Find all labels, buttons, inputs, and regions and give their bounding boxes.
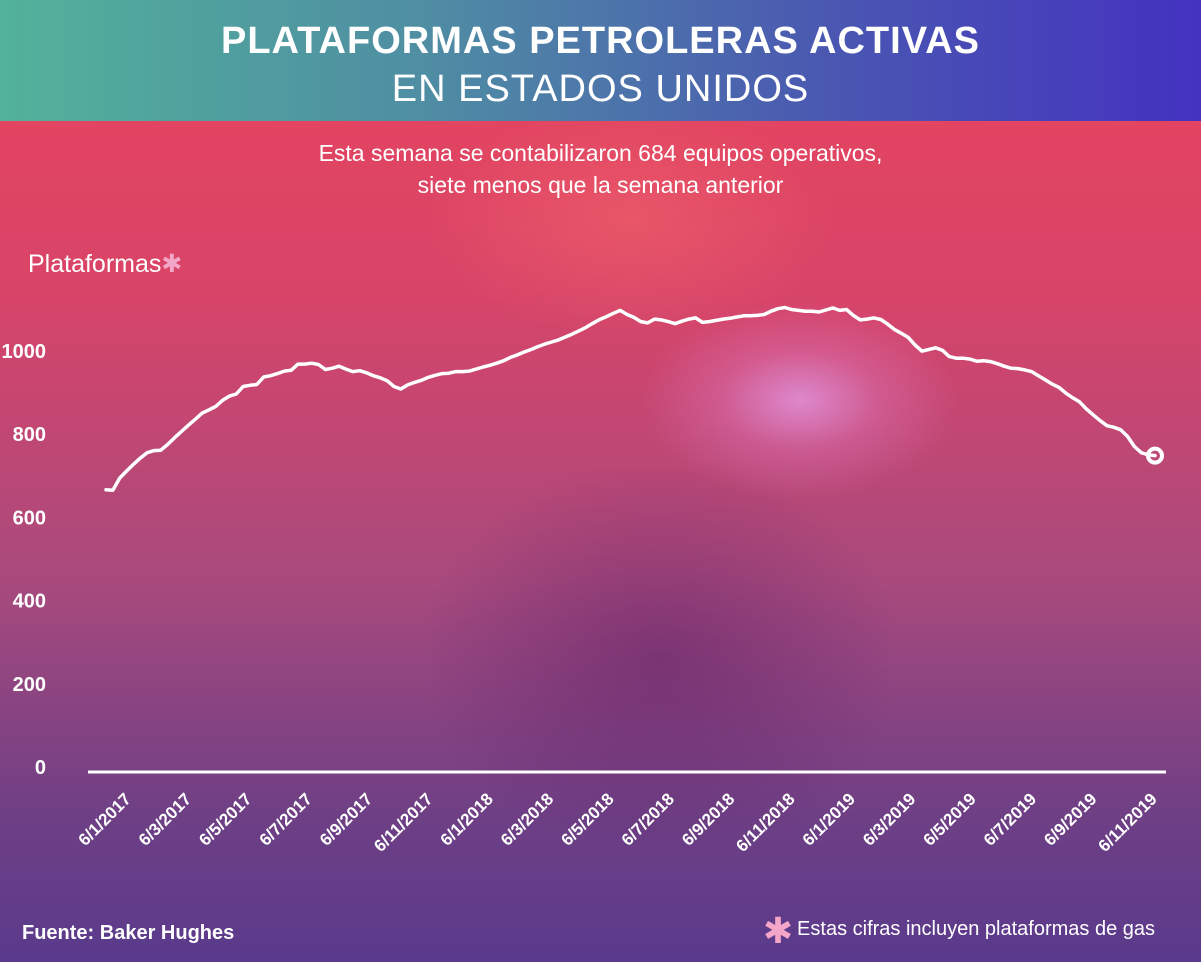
x-tick-label: 6/5/2018 bbox=[557, 789, 617, 849]
x-tick-label: 6/1/2018 bbox=[437, 789, 497, 849]
y-tick-label: 600 bbox=[13, 507, 46, 529]
chart-title-line2: EN ESTADOS UNIDOS bbox=[391, 68, 810, 110]
y-tick-label: 200 bbox=[13, 674, 46, 696]
x-tick-label: 6/7/2017 bbox=[256, 789, 316, 849]
y-tick-label: 800 bbox=[13, 424, 46, 446]
x-tick-label: 6/3/2017 bbox=[135, 789, 195, 849]
background-sun-glow bbox=[640, 300, 960, 500]
x-tick-label: 6/11/2019 bbox=[1095, 789, 1161, 855]
asterisk-icon: ✱ bbox=[161, 250, 183, 278]
x-tick-label: 6/9/2018 bbox=[678, 789, 738, 849]
y-axis-unit-label: Plataformas✱ bbox=[28, 249, 182, 279]
background-platform-shadow bbox=[430, 470, 890, 850]
x-tick-label: 6/7/2019 bbox=[980, 789, 1040, 849]
y-tick-label: 1000 bbox=[2, 341, 47, 363]
x-tick-label: 6/3/2019 bbox=[859, 789, 919, 849]
y-tick-label: 0 bbox=[35, 757, 46, 779]
x-tick-label: 6/9/2019 bbox=[1040, 789, 1100, 849]
footnote: ✱ Estas cifras incluyen plataformas de ga… bbox=[763, 910, 1155, 952]
x-tick-label: 6/5/2017 bbox=[195, 789, 255, 849]
x-tick-label: 6/3/2018 bbox=[497, 789, 557, 849]
x-tick-label: 6/7/2018 bbox=[618, 789, 678, 849]
footnote-text: Estas cifras incluyen plataformas de gas bbox=[797, 918, 1155, 940]
last-point-marker bbox=[1146, 446, 1164, 465]
y-tick-label: 400 bbox=[13, 591, 46, 613]
series-line bbox=[104, 305, 1157, 492]
x-tick-label: 6/11/2017 bbox=[370, 789, 436, 855]
y-axis-unit-text: Plataformas bbox=[28, 250, 162, 278]
source-note: Fuente: Baker Hughes bbox=[22, 922, 235, 944]
chart-title: PLATAFORMAS PETROLERAS ACTIVAS bbox=[220, 20, 981, 62]
chart-subtitle-line2: siete menos que la semana anterior bbox=[417, 172, 784, 198]
x-tick-label: 6/11/2018 bbox=[732, 789, 798, 855]
chart-subtitle-line1: Esta semana se contabilizaron 684 equipo… bbox=[318, 140, 883, 166]
header-banner: PLATAFORMAS PETROLERAS ACTIVAS EN ESTADO… bbox=[0, 0, 1201, 121]
background-glow bbox=[420, 100, 840, 340]
asterisk-icon: ✱ bbox=[762, 910, 794, 951]
x-tick-label: 6/1/2019 bbox=[799, 789, 859, 849]
x-tick-label: 6/9/2017 bbox=[316, 789, 376, 849]
x-tick-label: 6/5/2019 bbox=[920, 789, 980, 849]
x-tick-label: 6/1/2017 bbox=[75, 789, 135, 849]
